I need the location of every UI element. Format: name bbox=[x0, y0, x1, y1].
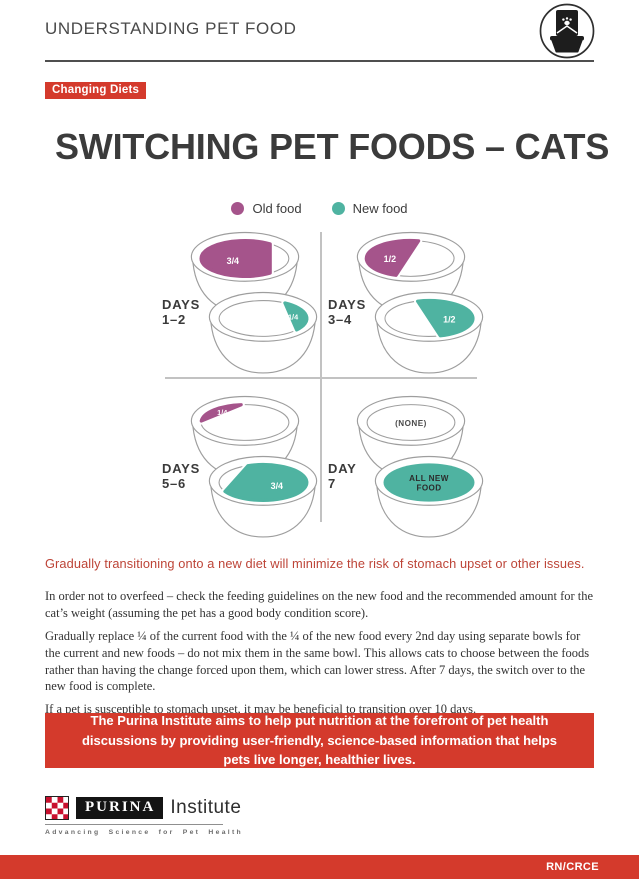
svg-text:3/4: 3/4 bbox=[227, 256, 239, 266]
quadrant-label-range: 7 bbox=[328, 475, 337, 491]
diagram-quadrant-days-5-6: DAYS 5–6 1/4 3/4 bbox=[158, 390, 323, 550]
mission-callout-text: The Purina Institute aims to help put nu… bbox=[81, 713, 558, 768]
diagram-quadrant-days-1-2: DAYS 1–2 3/4 1/4 bbox=[158, 226, 323, 386]
quadrant-label-word: DAYS bbox=[162, 461, 201, 476]
body-paragraph: Gradually replace ¼ of the current food … bbox=[45, 628, 590, 694]
diagram-quadrant-days-3-4: DAYS 3–4 1/2 1/2 bbox=[324, 226, 489, 386]
lead-sentence: Gradually transitioning onto a new diet … bbox=[45, 556, 585, 571]
quadrant-divider-horizontal bbox=[165, 377, 477, 379]
legend: Old food New food bbox=[0, 201, 639, 216]
document-code: RN/CRCE bbox=[546, 861, 599, 873]
quadrant-label-range: 1–2 bbox=[162, 311, 187, 327]
svg-text:FOOD: FOOD bbox=[416, 484, 441, 493]
new-food-bowl: 3/4 bbox=[202, 450, 324, 541]
quadrant-label-word: DAY bbox=[328, 461, 357, 476]
svg-text:1/4: 1/4 bbox=[217, 408, 228, 417]
purina-wordmark: PURINA bbox=[76, 797, 164, 819]
logo-tagline: Advancing Science for Pet Health bbox=[45, 824, 241, 836]
pet-food-bag-bowl-icon bbox=[539, 3, 595, 59]
quadrant-label: DAY 7 bbox=[328, 461, 357, 491]
body-paragraph: If a pet is susceptible to stomach upset… bbox=[45, 702, 477, 717]
document-header-title: UNDERSTANDING PET FOOD bbox=[45, 19, 297, 38]
purina-checkerboard-icon bbox=[45, 796, 69, 820]
svg-text:ALL NEW: ALL NEW bbox=[409, 474, 449, 483]
institute-wordmark: Institute bbox=[170, 797, 242, 818]
purina-institute-logo: PURINA Institute bbox=[45, 796, 241, 820]
svg-text:(NONE): (NONE) bbox=[395, 419, 427, 428]
category-badge: Changing Diets bbox=[45, 82, 147, 99]
quadrant-label-range: 3–4 bbox=[328, 311, 353, 327]
quadrant-label-word: DAYS bbox=[162, 297, 201, 312]
diagram-quadrant-day-7: DAY 7 (NONE) ALL NEW FOOD bbox=[324, 390, 489, 550]
header-rule bbox=[45, 60, 594, 62]
quadrant-label: DAYS 5–6 bbox=[162, 461, 201, 491]
mission-callout: The Purina Institute aims to help put nu… bbox=[45, 713, 594, 768]
svg-text:1/2: 1/2 bbox=[443, 315, 455, 325]
quadrant-label-word: DAYS bbox=[328, 297, 367, 312]
footer-bar: RN/CRCE bbox=[0, 855, 639, 879]
body-paragraph: In order not to overfeed – check the fee… bbox=[45, 589, 594, 620]
svg-text:1/4: 1/4 bbox=[288, 312, 299, 321]
legend-new-label: New food bbox=[352, 201, 408, 216]
legend-item-old-food: Old food bbox=[231, 201, 302, 216]
new-food-dot-icon bbox=[331, 202, 345, 215]
quadrant-label: DAYS 1–2 bbox=[162, 297, 201, 327]
new-food-bowl: ALL NEW FOOD bbox=[368, 450, 490, 541]
quadrant-label: DAYS 3–4 bbox=[328, 297, 367, 327]
new-food-bowl: 1/2 bbox=[368, 286, 490, 377]
legend-old-label: Old food bbox=[252, 201, 302, 216]
quadrant-label-range: 5–6 bbox=[162, 475, 187, 491]
new-food-bowl: 1/4 bbox=[202, 286, 324, 377]
svg-text:3/4: 3/4 bbox=[271, 481, 283, 491]
page-title: SWITCHING PET FOODS – CATS bbox=[55, 126, 610, 167]
body-text: In order not to overfeed – check the fee… bbox=[45, 588, 598, 724]
svg-text:1/2: 1/2 bbox=[384, 254, 396, 264]
legend-item-new-food: New food bbox=[331, 201, 408, 216]
old-food-dot-icon bbox=[231, 202, 245, 215]
